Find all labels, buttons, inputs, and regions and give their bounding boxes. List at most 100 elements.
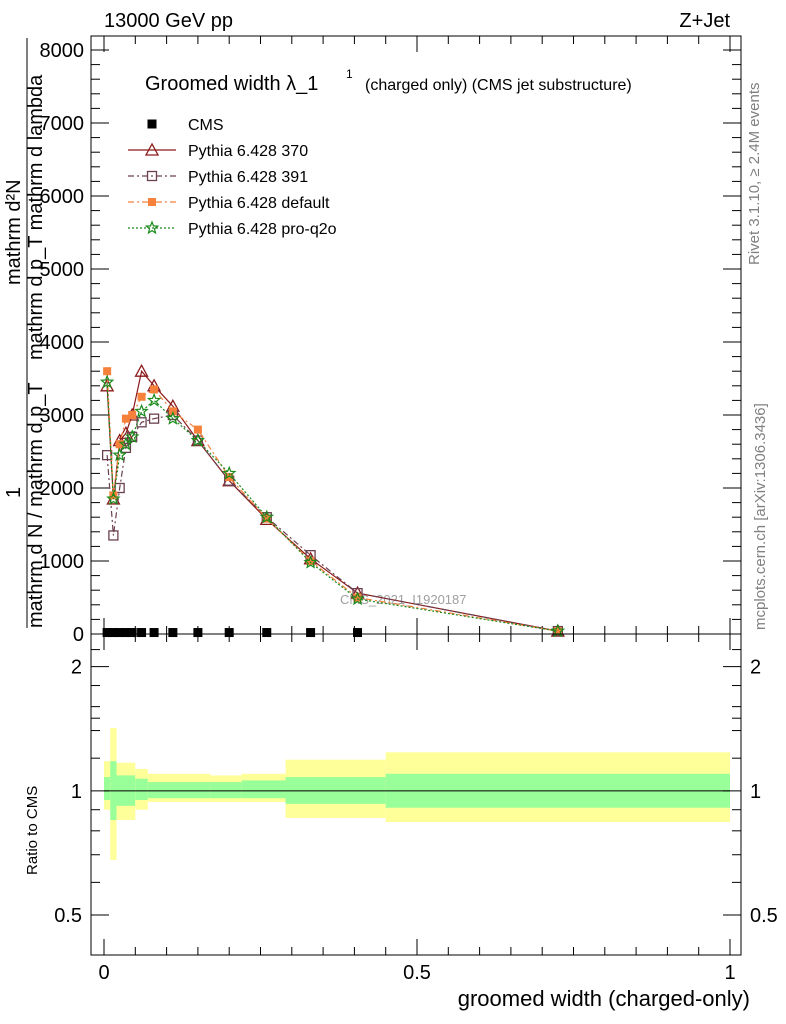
legend-item-pdefault: Pythia 6.428 default (128, 195, 330, 212)
series-line-pq2o (106, 382, 558, 632)
legend-item-p370: Pythia 6.428 370 (128, 142, 308, 160)
legend-marker (144, 220, 160, 235)
rivet-label: Rivet 3.1.10, ≥ 2.4M events (746, 83, 763, 266)
point-pq2o (124, 429, 140, 444)
header-process: Z+Jet (679, 10, 730, 32)
point-pq2o (165, 410, 181, 425)
point-pq2o (221, 465, 237, 480)
point-pdefault (121, 414, 130, 423)
series-p370 (100, 363, 565, 637)
point-cms (224, 628, 234, 638)
y-tick-label: 7000 (40, 113, 85, 135)
chart-title-sup: 1 (346, 67, 353, 81)
ratio-band-inner (210, 782, 242, 799)
point-pdefault (137, 392, 146, 401)
x-tick-label: 1 (724, 962, 735, 984)
legend-label: Pythia 6.428 pro-q2o (188, 221, 337, 238)
point-pdefault (150, 385, 159, 394)
point-pdefault (128, 411, 137, 419)
chart-title: Groomed width λ_1 (145, 73, 318, 95)
point-pdefault (553, 627, 562, 636)
ratio-x-ticks: 0 0.5 1 (98, 634, 736, 984)
point-p391 (108, 530, 119, 541)
y-tick-label: 8000 (40, 40, 85, 62)
main-y-label: mathrm d²N mathrm d p_T mathrm d lambda … (3, 38, 47, 628)
point-cms (306, 628, 316, 638)
y-tick-label: 2000 (40, 478, 85, 500)
ylabel-numerator-2: mathrm d p_T mathrm d lambda (25, 74, 47, 360)
legend-label: Pythia 6.428 default (188, 195, 330, 212)
ylabel-denominator: mathrm d N / mathrm d p_T (25, 382, 47, 628)
legend-item-pq2o: Pythia 6.428 pro-q2o (128, 220, 337, 238)
y-tick-label: 4000 (40, 332, 85, 354)
point-pdefault (306, 557, 315, 565)
ylabel-numerator: mathrm d²N (3, 179, 25, 285)
y-tick-label: 3000 (40, 405, 85, 427)
point-pdefault (193, 425, 202, 434)
legend-label: CMS (188, 117, 224, 134)
point-pdefault (353, 593, 362, 602)
point-pdefault (115, 440, 124, 449)
point-cms (149, 628, 159, 638)
point-p391 (148, 413, 160, 424)
point-cms (137, 628, 147, 638)
y-tick-label: 5000 (40, 259, 85, 281)
point-cms (121, 628, 131, 638)
point-pq2o (350, 591, 365, 606)
series-line-pdefault (106, 371, 558, 632)
point-cms (115, 628, 125, 638)
legend-item-cms: CMS (147, 117, 224, 134)
ratio-y-tick-label: 0.5 (54, 905, 82, 927)
point-pdefault (262, 514, 271, 523)
ylabel-one: 1 (3, 487, 25, 498)
point-p370 (134, 363, 149, 377)
header-energy: 13000 GeV pp (104, 10, 233, 32)
chart-title-main: Groomed width λ_1 (145, 73, 318, 95)
series-cms (102, 628, 363, 638)
series-line-p370 (106, 369, 558, 632)
ratio-band-inner (241, 780, 286, 799)
point-pq2o (106, 491, 121, 506)
ratio-y-tick-label-right: 0.5 (750, 905, 778, 927)
point-cms (102, 628, 112, 638)
chart-title-note: (charged only) (CMS jet substructure) (365, 77, 632, 94)
legend-marker (147, 119, 157, 129)
ratio-band-inner (135, 778, 148, 801)
point-pq2o (99, 374, 115, 389)
y-tick-label: 1000 (40, 551, 85, 573)
point-pq2o (134, 403, 149, 418)
point-cms (262, 628, 272, 638)
ratio-y-tick-label: 1 (71, 781, 82, 803)
series-p391 (101, 409, 563, 637)
legend-marker (148, 198, 156, 206)
point-pdefault (225, 473, 234, 482)
mcplots-label: mcplots.cern.ch [arXiv:1306.3436] (752, 403, 769, 630)
ratio-y-label: Ratio to CMS (24, 786, 41, 875)
y-tick-label: 6000 (40, 186, 85, 208)
point-pq2o (118, 436, 134, 451)
point-pq2o (259, 509, 275, 524)
point-pdefault (103, 367, 112, 376)
x-tick-label: 0.5 (403, 962, 431, 984)
legend-marker (146, 170, 158, 182)
series-pq2o (99, 374, 566, 638)
main-series (99, 363, 566, 638)
legend-item-p391: Pythia 6.428 391 (128, 169, 308, 186)
point-cms (353, 628, 363, 638)
point-pq2o (146, 392, 162, 407)
x-tick-label: 0 (98, 962, 109, 984)
point-cms (127, 628, 137, 638)
ratio-y-tick-label-right: 2 (750, 657, 761, 679)
point-cms (168, 628, 178, 638)
main-y-ticks: 0 1000 2000 3000 4000 5000 6000 7000 8000 (40, 40, 741, 646)
point-p391 (136, 417, 147, 428)
ratio-band-inner (147, 782, 211, 799)
series-line-p391 (106, 414, 558, 632)
legend-label: Pythia 6.428 391 (188, 169, 308, 186)
point-pq2o (190, 432, 206, 447)
x-axis-label: groomed width (charged-only) (458, 986, 750, 1011)
ratio-y-tick-label-right: 1 (750, 781, 761, 803)
point-pq2o (112, 447, 127, 462)
